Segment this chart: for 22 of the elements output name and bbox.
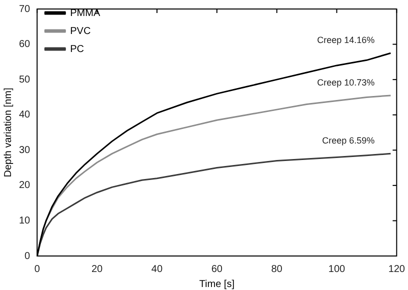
x-tick-label: 80 xyxy=(271,264,283,275)
x-tick-label: 20 xyxy=(91,264,104,275)
x-tick-label: 120 xyxy=(388,264,406,275)
y-tick-label: 40 xyxy=(19,110,31,121)
annotation: Creep 6.59% xyxy=(322,136,375,146)
legend-label: PC xyxy=(70,44,84,55)
y-tick-label: 0 xyxy=(24,250,31,262)
annotation: Creep 14.16% xyxy=(317,35,375,46)
y-tick-label: 30 xyxy=(19,144,31,156)
x-tick-label: 0 xyxy=(34,264,40,275)
y-axis-title: Depth variation [nm] xyxy=(2,88,14,178)
y-tick-label: 20 xyxy=(19,180,31,192)
legend-label: PVC xyxy=(70,26,91,37)
x-tick-label: 40 xyxy=(151,264,163,275)
annotation: Creep 10.73% xyxy=(317,77,375,88)
x-axis-title: Time [s] xyxy=(199,278,235,290)
y-tick-label: 10 xyxy=(19,215,31,226)
x-tick-label: 60 xyxy=(211,264,223,275)
y-tick-label: 60 xyxy=(19,39,31,50)
y-tick-label: 50 xyxy=(19,74,31,86)
y-tick-label: 70 xyxy=(19,4,31,15)
x-tick-label: 100 xyxy=(328,264,346,275)
